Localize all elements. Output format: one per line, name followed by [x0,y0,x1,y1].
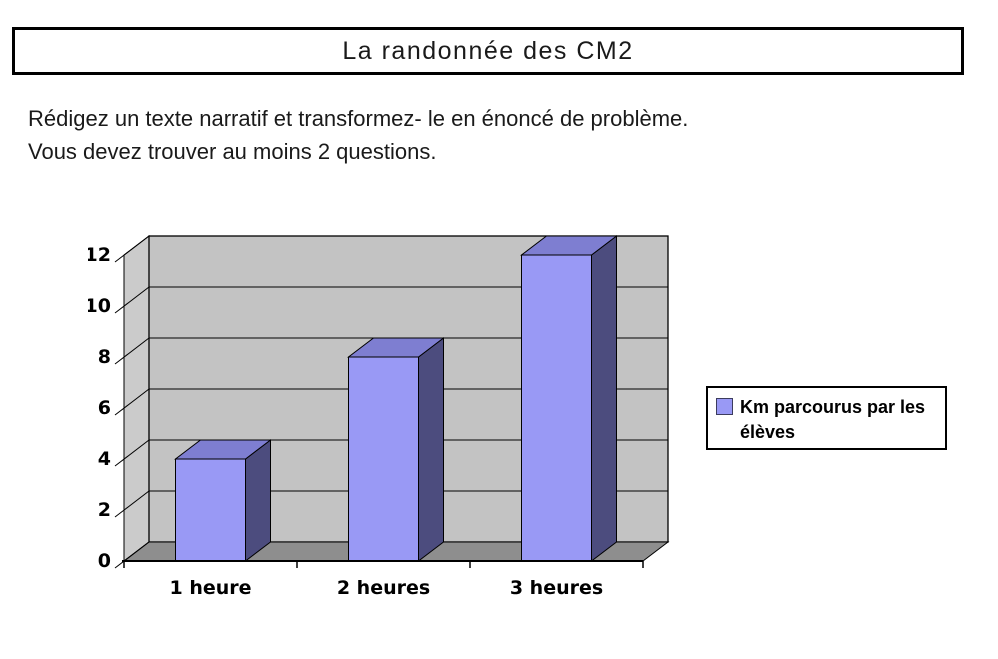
y-axis-label: 4 [98,448,111,470]
x-axis-label: 2 heures [337,577,430,599]
y-axis-label: 8 [98,346,111,368]
y-tick [114,286,150,314]
legend-series-label: Km parcourus par les élèves [740,397,926,442]
chart-legend: Km parcourus par les élèves [706,386,947,450]
legend-color-swatch [716,398,733,415]
x-axis-label: 1 heure [169,577,251,599]
y-axis-label: 12 [88,244,111,266]
y-tick [114,541,150,569]
page-title: La randonnée des CM2 [342,36,634,65]
y-tick [114,490,150,518]
y-tick [114,337,150,365]
instruction-line-2: Vous devez trouver au moins 2 questions. [28,139,437,164]
instructions: Rédigez un texte narratif et transformez… [28,102,688,168]
y-tick [114,388,150,416]
bar-2-heures [348,356,419,562]
instruction-line-1: Rédigez un texte narratif et transformez… [28,106,689,131]
bar-chart-canvas: 0 2 4 6 8 10 12 1 heure 2 heures 3 heures [88,234,670,599]
y-axis-label: 6 [98,397,111,419]
bar-chart: 0 2 4 6 8 10 12 1 heure 2 heures 3 heures [88,222,708,617]
bar-1-heure [175,458,246,562]
bar-side-1-heure [245,438,271,563]
bar-side-3-heures [591,234,617,563]
x-axis-label: 3 heures [510,577,603,599]
bar-3-heures [521,254,592,562]
y-axis-label: 0 [98,550,111,572]
y-axis-label: 10 [88,295,111,317]
y-axis-label: 2 [98,499,111,521]
bar-side-2-heures [418,336,444,563]
title-box: La randonnée des CM2 [12,27,964,75]
y-tick [114,439,150,467]
y-tick [114,235,150,263]
